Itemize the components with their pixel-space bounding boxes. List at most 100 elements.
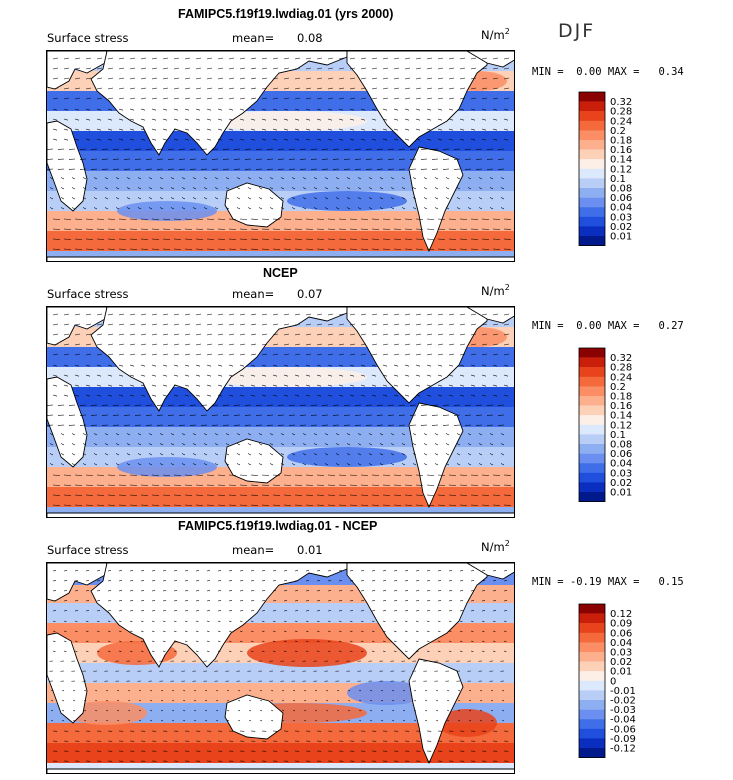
colorbar-tick-label: 0.06 — [610, 193, 632, 204]
colorbar-tick-label: 0.24 — [610, 116, 632, 127]
field-blob — [67, 701, 147, 725]
colorbar-swatch — [579, 671, 605, 681]
panel-1-title: FAMIPC5.f19f19.lwdiag.01 (yrs 2000) — [178, 7, 394, 21]
colorbar-tick-label: 0.24 — [610, 372, 632, 383]
colorbar-tick-label: 0.14 — [610, 155, 632, 166]
colorbar-tick-label: 0.03 — [610, 212, 632, 223]
land-asia — [90, 51, 348, 156]
stress-vectors — [47, 313, 512, 506]
colorbar-tick-label: 0.02 — [610, 222, 632, 233]
field-band — [47, 131, 514, 151]
field-band — [47, 507, 514, 517]
colorbar-frame — [578, 603, 606, 759]
colorbar-swatch — [579, 386, 605, 397]
colorbar-tick-label: -0.06 — [610, 724, 636, 735]
colorbar-swatch — [579, 226, 605, 237]
colorbar-swatch — [579, 207, 605, 217]
colorbar-swatch — [579, 453, 605, 464]
panel-3-colorbar: 0.120.090.060.040.030.020.010-0.01-0.02-… — [578, 603, 636, 759]
colorbar-swatch — [579, 709, 605, 720]
colorbar-tick-label: 0.12 — [610, 164, 632, 175]
colorbar-tick-label: 0 — [610, 676, 616, 687]
land-australia — [224, 182, 284, 228]
colorbar-tick-label: 0.2 — [610, 126, 626, 137]
colorbar-tick-label: 0.12 — [610, 420, 632, 431]
colorbar-swatch — [579, 357, 605, 368]
colorbar-tick-label: -0.03 — [610, 705, 636, 716]
field-blob — [117, 201, 217, 221]
colorbar-swatch — [579, 434, 605, 445]
panel-1-colorbar: 0.320.280.240.20.180.160.140.120.10.080.… — [578, 91, 632, 247]
colorbar-tick-label: 0.01 — [610, 488, 632, 499]
colorbar-swatch — [579, 623, 605, 633]
colorbar-swatch — [579, 178, 605, 189]
colorbar-tick-label: 0.14 — [610, 411, 632, 422]
colorbar-swatch — [579, 424, 605, 435]
panel-1-field-label: Surface stress — [47, 31, 129, 45]
colorbar-tick-label: -0.02 — [610, 696, 636, 707]
field-band — [47, 231, 514, 251]
land-asia — [90, 307, 348, 412]
field-band — [47, 171, 514, 191]
panel-1-map-svg — [47, 51, 514, 261]
field-blob — [287, 447, 407, 467]
field-band — [47, 407, 514, 427]
colorbar-swatch — [579, 120, 605, 131]
field-blob — [347, 681, 427, 705]
colorbar-tick-label: 0.12 — [610, 609, 632, 620]
panel-3-title: FAMIPC5.f19f19.lwdiag.01 - NCEP — [178, 519, 378, 533]
colorbar-tick-label: 0.01 — [610, 232, 632, 243]
colorbar-frame — [578, 347, 606, 503]
colorbar-swatch — [579, 690, 605, 701]
panel-3-mean-label: mean= — [232, 543, 275, 557]
colorbar-swatch — [579, 728, 605, 739]
panel-2-colorbar: 0.320.280.240.20.180.160.140.120.10.080.… — [578, 347, 632, 503]
colorbar-swatch — [579, 482, 605, 493]
panel-2-map-svg — [47, 307, 514, 517]
colorbar-swatch — [579, 492, 605, 502]
field-blob — [247, 639, 367, 667]
colorbar-tick-label: 0.06 — [610, 449, 632, 460]
colorbar-tick-label: 0.28 — [610, 107, 632, 118]
panel-1-mean-label: mean= — [232, 31, 275, 45]
colorbar-swatch — [579, 348, 605, 358]
colorbar-swatch — [579, 159, 605, 169]
colorbar-swatch — [579, 632, 605, 643]
colorbar-swatch — [579, 92, 605, 102]
colorbar-swatch — [579, 604, 605, 614]
colorbar-tick-label: 0.18 — [610, 392, 632, 403]
colorbar-swatch — [579, 149, 605, 160]
field-blob — [287, 191, 407, 211]
colorbar-tick-label: 0.01 — [610, 667, 632, 678]
colorbar-swatch — [579, 197, 605, 208]
colorbar-swatch — [579, 472, 605, 483]
land-greenland — [466, 307, 514, 324]
colorbar-swatch — [579, 642, 605, 653]
panel-3-map-svg — [47, 563, 514, 773]
panel-1-map — [46, 50, 515, 262]
colorbar-tick-label: -0.12 — [610, 744, 636, 755]
colorbar-tick-label: 0.02 — [610, 657, 632, 668]
colorbar-swatch — [579, 236, 605, 246]
colorbar-swatch — [579, 188, 605, 198]
panel-3-units: N/m2 — [481, 539, 510, 554]
field-band — [47, 387, 514, 407]
colorbar-swatch — [579, 367, 605, 377]
season-label: DJF — [558, 20, 596, 42]
colorbar-tick-label: -0.09 — [610, 734, 636, 745]
panel-2-units: N/m2 — [481, 283, 510, 298]
field-blob — [207, 367, 367, 387]
panel-1-mean-value: 0.08 — [297, 31, 323, 45]
colorbar-swatch — [579, 396, 605, 406]
colorbar-swatch — [579, 140, 605, 150]
panel-3-minmax: MIN = -0.19 MAX = 0.15 — [532, 576, 684, 588]
field-band — [47, 151, 514, 171]
field-band — [47, 743, 514, 763]
stress-vectors — [47, 57, 512, 250]
field-band — [47, 251, 514, 261]
panel-1-minmax: MIN = 0.00 MAX = 0.34 — [532, 66, 684, 78]
field-band — [47, 487, 514, 507]
land-greenland — [466, 563, 514, 580]
colorbar-tick-label: 0.03 — [610, 648, 632, 659]
land-australia — [224, 438, 284, 484]
